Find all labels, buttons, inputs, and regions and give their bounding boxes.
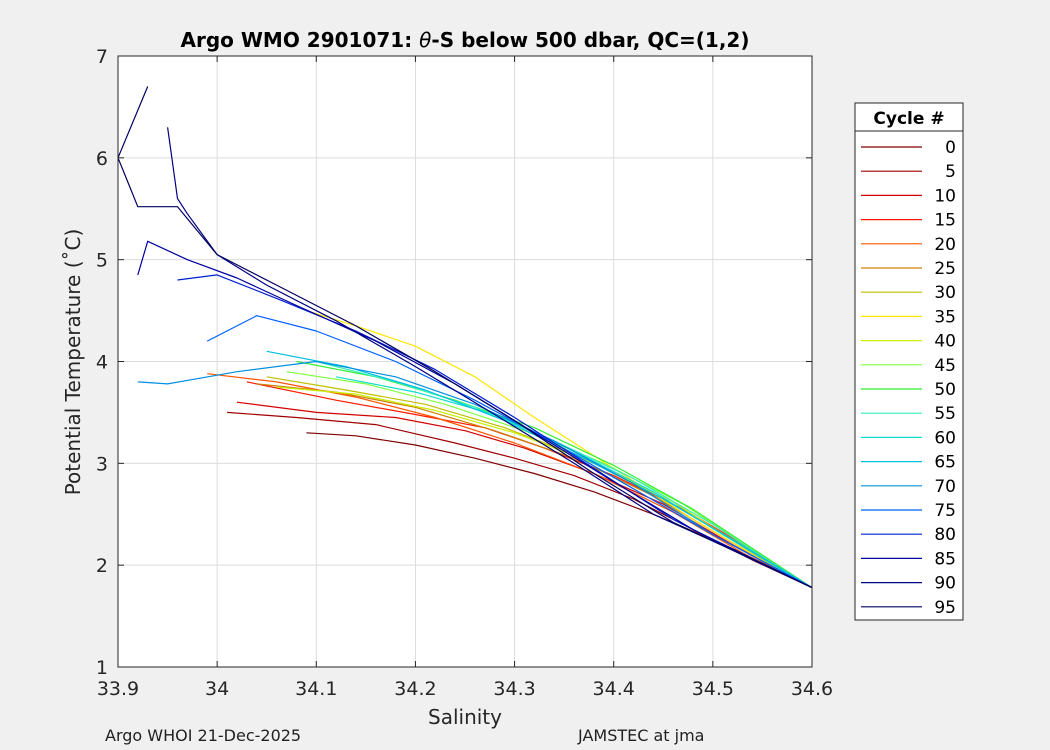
series-line-cycle-75 [206,315,813,589]
y-tick-label: 2 [96,555,108,577]
legend-label: 80 [934,525,956,545]
legend-label: 95 [934,598,956,618]
legend-label: 65 [934,453,956,473]
legend-title: Cycle # [873,109,944,129]
series-line-cycle-85 [137,240,813,589]
legend-label: 25 [934,259,956,279]
chart-title: Argo WMO 2901071: θ-S below 500 dbar, QC… [181,28,750,52]
legend-label: 50 [934,380,956,400]
ticks [117,55,813,668]
x-tick-label: 34 [205,678,229,700]
series-line-cycle-10 [236,401,813,589]
x-tick-label: 34.1 [295,678,337,700]
y-tick-label: 4 [96,352,108,374]
legend-label: 60 [934,428,956,448]
legend-label: 0 [945,138,956,158]
x-tick-label: 34.2 [394,678,436,700]
legend-label: 40 [934,332,956,352]
series-line-cycle-55 [316,360,813,589]
legend-items: 0 5 10 15 20 25 30 35 40 45 50 55 60 65 70 75 80 85 90 95 [861,138,956,618]
x-tick-label: 34.6 [791,678,833,700]
y-tick-label: 6 [96,148,108,170]
series-line-cycle-90 [167,127,813,589]
x-tick-label: 34.3 [493,678,535,700]
x-tick-label: 34.5 [692,678,734,700]
y-tick-label: 3 [96,453,108,475]
y-tick-label: 5 [96,250,108,272]
series-line-cycle-20 [207,373,813,589]
series-group [117,86,813,589]
footer-left: Argo WHOI 21-Dec-2025 [105,726,302,745]
y-tick-label: 1 [96,657,108,679]
y-tick-labels: 1 2 3 4 5 6 7 [96,46,108,679]
x-axis-label: Salinity [428,705,502,729]
legend: Cycle # 0 5 10 15 20 25 30 35 40 45 50 55 60 65 70 75 80… [854,102,964,621]
footer-right: JAMSTEC at jma [578,726,705,745]
legend-label: 75 [934,501,956,521]
x-tick-label: 34.4 [593,678,635,700]
series-line-cycle-35 [306,310,813,589]
legend-label: 45 [934,356,956,376]
legend-label: 70 [934,477,956,497]
series-line-cycle-70 [137,360,813,589]
legend-label: 30 [934,283,956,303]
legend-label: 5 [945,162,956,182]
legend-label: 90 [934,574,956,594]
legend-label: 55 [934,404,956,424]
y-axis-label: Potential Temperature (˚C) [61,229,85,496]
series-line-cycle-95 [117,86,813,589]
legend-label: 15 [934,211,956,231]
legend-label: 85 [934,549,956,569]
x-tick-label: 33.9 [97,678,139,700]
y-tick-label: 7 [96,46,108,68]
legend-label: 35 [934,307,956,327]
legend-label: 20 [934,235,956,255]
legend-label: 10 [934,186,956,206]
x-tick-labels: 33.9 34 34.1 34.2 34.3 34.4 34.5 34.6 [97,678,833,700]
